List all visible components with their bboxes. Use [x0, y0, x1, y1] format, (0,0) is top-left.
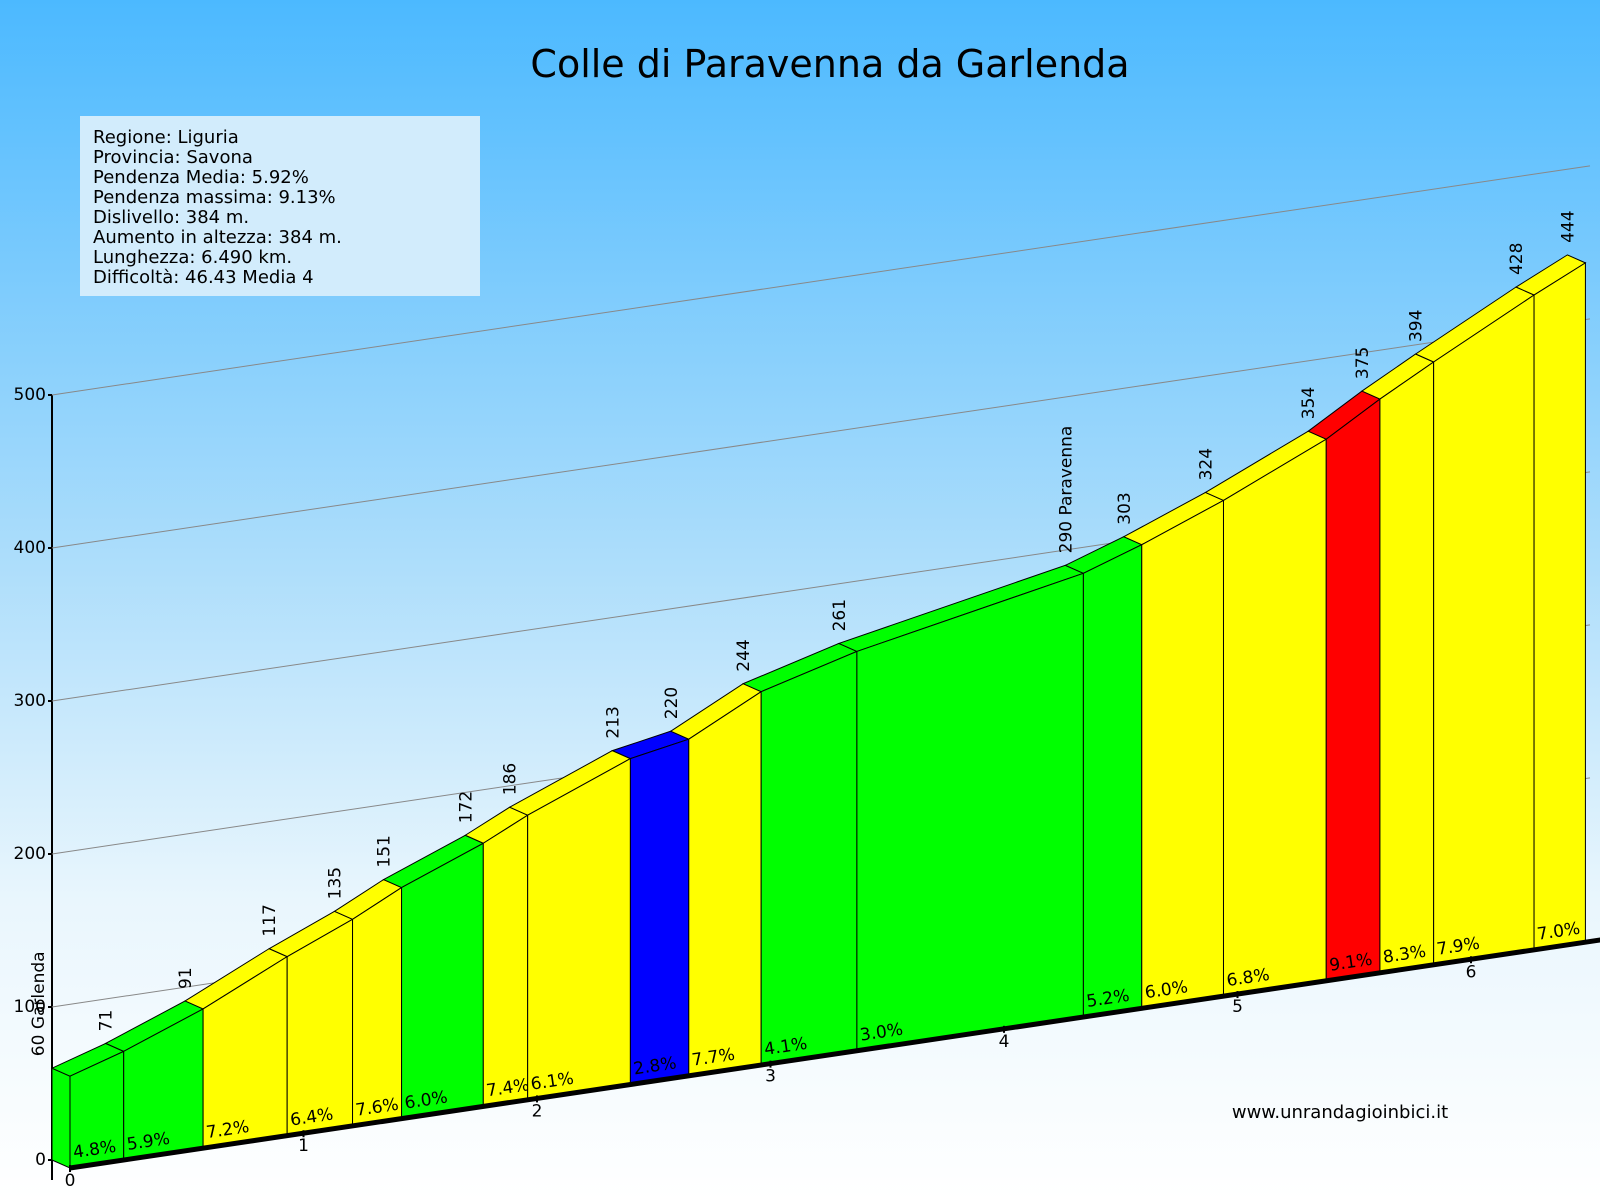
x-tick-label: 4	[999, 1032, 1010, 1052]
chart-title: Colle di Paravenna da Garlenda	[530, 42, 1129, 86]
grid-line	[51, 165, 1591, 396]
segment	[286, 918, 354, 1137]
info-line: Dislivello: 384 m.	[93, 207, 249, 228]
altitude-label: 244	[734, 639, 754, 671]
x-tick-label: 1	[298, 1136, 309, 1156]
y-tick-label: 500	[14, 385, 46, 405]
altitude-label: 220	[662, 687, 682, 719]
segment	[401, 842, 484, 1120]
altitude-label: 394	[1407, 310, 1427, 342]
y-tick-label: 300	[14, 691, 46, 711]
segment	[1222, 438, 1327, 997]
segment	[352, 886, 403, 1127]
altitude-label: 172	[456, 791, 476, 823]
altitude-label: 428	[1507, 243, 1527, 275]
info-line: Aumento in altezza: 384 m.	[93, 227, 342, 248]
segment	[629, 738, 690, 1086]
info-line: Pendenza Media: 5.92%	[93, 167, 309, 188]
altitude-label: 324	[1196, 448, 1216, 480]
altitude-label: 261	[830, 599, 850, 631]
x-tick-label: 2	[532, 1101, 543, 1121]
altitude-label: 186	[501, 763, 521, 795]
altitude-label: 71	[97, 1010, 117, 1032]
info-box	[80, 116, 480, 296]
y-tick-label: 400	[14, 538, 46, 558]
x-tick-label: 3	[765, 1067, 776, 1087]
segment	[1433, 294, 1535, 966]
source: www.unrandagioinbici.it	[1232, 1102, 1448, 1123]
segment	[1082, 543, 1143, 1018]
segment	[1379, 361, 1435, 974]
altitude-label: 303	[1115, 492, 1135, 524]
altitude-label: 213	[603, 706, 623, 738]
altitude-label: 91	[176, 967, 196, 989]
altitude-label: 151	[375, 835, 395, 867]
x-tick-label: 6	[1466, 962, 1477, 982]
side-face	[51, 1067, 71, 1169]
y-tick-label: 200	[14, 844, 46, 864]
x-tick-label: 5	[1232, 997, 1243, 1017]
y-tick-label: 100	[14, 997, 46, 1017]
info-line: Difficoltà: 46.43 Media 4	[93, 267, 314, 288]
altitude-label: 135	[326, 867, 346, 899]
info-line: Pendenza massima: 9.13%	[93, 187, 336, 208]
segment	[527, 757, 631, 1101]
base-line	[69, 937, 1600, 1171]
segment	[1325, 398, 1381, 982]
y-tick-label: 0	[35, 1150, 46, 1170]
altitude-label: 375	[1353, 347, 1373, 379]
segment	[760, 650, 858, 1066]
x-tick-label: 0	[65, 1171, 76, 1191]
segment	[856, 572, 1084, 1052]
altitude-label: 60 Garlenda	[29, 951, 49, 1056]
altitude-label: 117	[260, 904, 280, 936]
altitude-label: 290 Paravenna	[1056, 426, 1076, 554]
altitude-label: 354	[1299, 387, 1319, 419]
info-line: Lunghezza: 6.490 km.	[93, 247, 292, 268]
info-line: Provincia: Savona	[93, 147, 253, 168]
info-line: Regione: Liguria	[93, 127, 239, 148]
altitude-label: 444	[1558, 210, 1578, 242]
segment	[688, 690, 762, 1077]
grid-line	[51, 318, 1591, 549]
segment	[1141, 499, 1224, 1009]
segment	[1533, 261, 1586, 951]
segment	[482, 814, 529, 1107]
